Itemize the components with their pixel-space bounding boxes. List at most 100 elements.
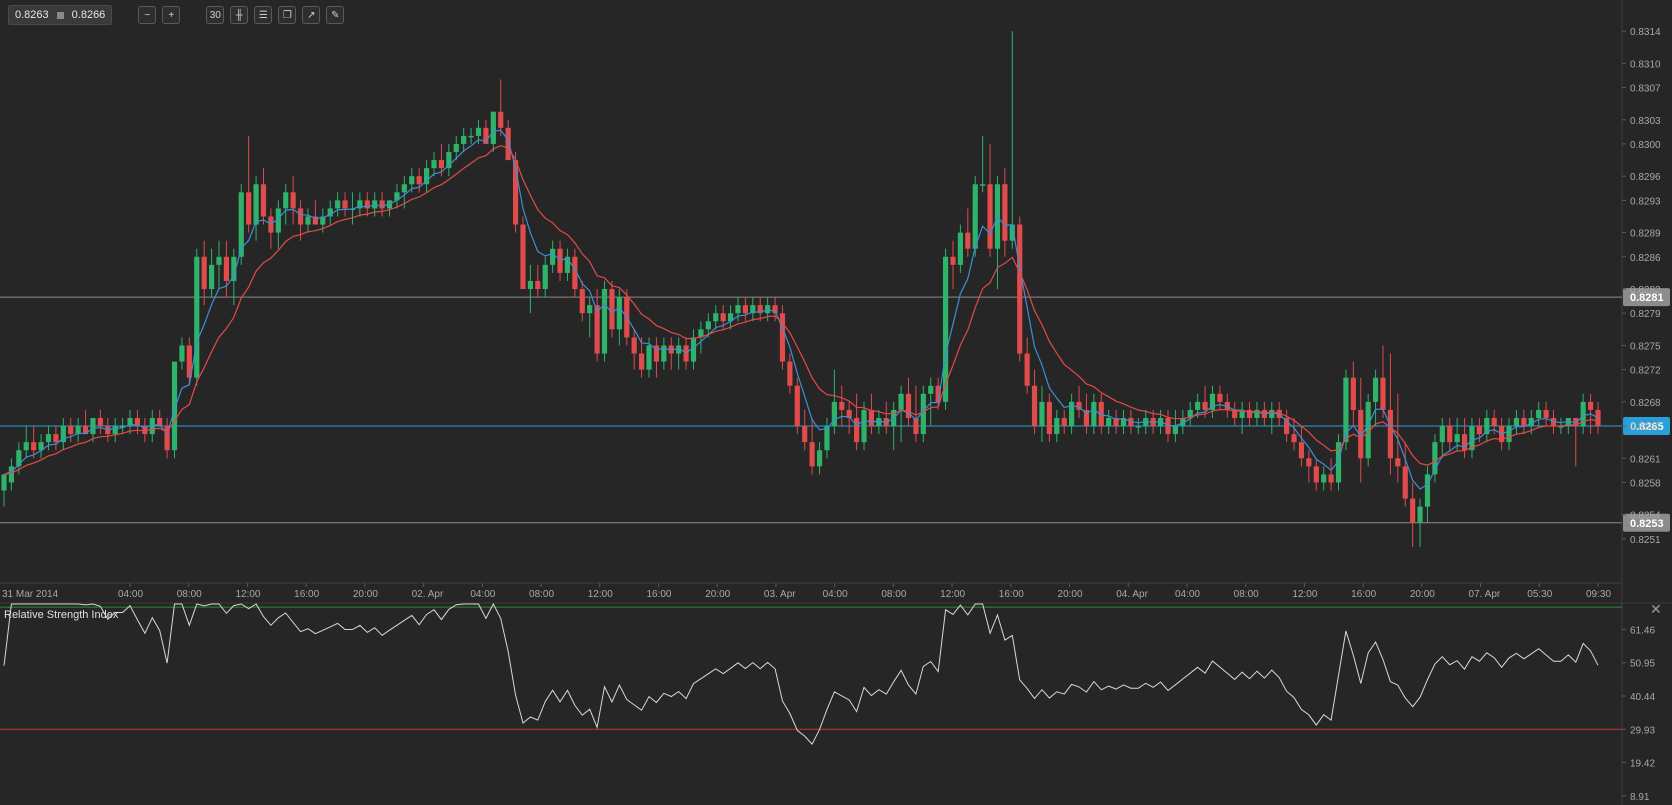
candle-body xyxy=(401,184,407,193)
chart-type-button[interactable]: ╫ xyxy=(230,6,249,24)
candle-body xyxy=(616,297,622,330)
price-tick-label: 0.8310 xyxy=(1630,59,1661,70)
candle-body xyxy=(1284,417,1290,435)
timeframe-button[interactable]: 30 xyxy=(206,6,225,24)
price-tick-label: 0.8289 xyxy=(1630,229,1661,240)
indicators-button[interactable]: ☰ xyxy=(254,6,273,24)
candle-body xyxy=(1395,458,1401,467)
candle-body xyxy=(1506,426,1512,443)
zoom-out-icon: − xyxy=(144,9,151,21)
candle-body xyxy=(1358,409,1364,459)
spread-marker xyxy=(56,11,64,19)
copy-button[interactable]: ❐ xyxy=(278,6,297,24)
candle-body xyxy=(1550,417,1557,427)
time-tick-label: 12:00 xyxy=(588,589,613,600)
candle-body xyxy=(727,313,734,322)
price-line-label: 0.8265 xyxy=(1630,421,1664,433)
candle-body xyxy=(1432,442,1438,475)
rsi-tick-label: 50.95 xyxy=(1630,659,1655,670)
candle-body xyxy=(1180,417,1186,427)
candle-body xyxy=(1135,426,1141,428)
candle-body xyxy=(868,409,875,427)
candle-body xyxy=(1002,184,1008,241)
candle-body xyxy=(1054,417,1060,435)
zoom-in-button[interactable]: + xyxy=(162,6,181,24)
time-tick-label: 20:00 xyxy=(353,589,378,600)
candle-body xyxy=(112,426,118,435)
close-rsi-button[interactable]: ✕ xyxy=(1650,602,1662,616)
export-button[interactable]: ↗ xyxy=(302,6,321,24)
candle-body xyxy=(438,160,445,169)
candle-body xyxy=(1380,377,1386,410)
candle-body xyxy=(1521,417,1527,427)
candle-body xyxy=(1232,409,1238,418)
candle-body xyxy=(16,450,22,467)
time-tick-label: 05:30 xyxy=(1527,589,1552,600)
candle-body xyxy=(179,345,185,362)
candle-body xyxy=(1543,409,1549,418)
candle-body xyxy=(905,393,912,418)
time-tick-label: 07. Apr xyxy=(1469,589,1501,600)
candle-body xyxy=(1128,417,1134,427)
candle-body xyxy=(1476,426,1482,435)
export-icon: ↗ xyxy=(307,9,316,21)
candle-body xyxy=(646,345,652,370)
candle-body xyxy=(223,256,230,281)
candle-body xyxy=(120,426,126,428)
candle-body xyxy=(453,143,459,153)
candle-body xyxy=(587,305,593,314)
zoom-out-button[interactable]: − xyxy=(138,6,157,24)
candle-body xyxy=(609,289,615,330)
candle-body xyxy=(194,256,200,378)
candle-body xyxy=(920,393,926,435)
time-tick-label: 20:00 xyxy=(1410,589,1435,600)
candle-body xyxy=(1461,434,1468,451)
candle-body xyxy=(320,216,326,225)
candle-body xyxy=(861,409,867,443)
candle-body xyxy=(957,232,963,265)
price-tick-label: 0.8279 xyxy=(1630,309,1661,320)
candle-body xyxy=(1046,401,1052,435)
rsi-tick-label: 40.44 xyxy=(1630,692,1655,703)
candle-body xyxy=(735,305,741,314)
candle-body xyxy=(757,305,763,314)
candle-body xyxy=(490,111,496,144)
candle-body xyxy=(1187,409,1193,418)
candle-body xyxy=(1061,417,1067,427)
candle-body xyxy=(1143,417,1149,427)
price-tick-label: 0.8258 xyxy=(1630,478,1661,489)
candle-body xyxy=(127,417,133,427)
price-tick-label: 0.8307 xyxy=(1630,84,1661,95)
candle-body xyxy=(186,345,192,378)
time-tick-label: 16:00 xyxy=(1351,589,1376,600)
candle-body xyxy=(765,305,771,314)
draw-button[interactable]: ✎ xyxy=(326,6,345,24)
candle-body xyxy=(1172,426,1178,435)
price-tick-label: 0.8254 xyxy=(1630,511,1661,522)
candle-body xyxy=(1120,417,1127,427)
price-tick-label: 0.8282 xyxy=(1630,285,1661,296)
candle-body xyxy=(1150,417,1156,427)
rsi-tick-label: 29.93 xyxy=(1630,725,1655,736)
candle-body xyxy=(661,345,667,362)
candle-body xyxy=(38,442,44,451)
candle-body xyxy=(1195,401,1201,410)
candle-body xyxy=(683,345,689,362)
price-axis: 0.8314 0.8310 0.8307 0.8303 0.8300 0.8296 0.82… xyxy=(1622,27,1661,546)
candle-body xyxy=(1350,377,1356,410)
price-line-badge xyxy=(1623,513,1670,532)
sliders-icon: ☰ xyxy=(258,9,268,21)
timeframe-icon: 30 xyxy=(209,9,221,21)
candle-body xyxy=(68,426,74,435)
time-axis: 31 Mar 2014 04:00 08:00 12:00 16:00 20:00 02. … xyxy=(2,583,1611,600)
candle-body xyxy=(1335,442,1342,483)
candle-body xyxy=(631,337,637,354)
time-tick-label: 16:00 xyxy=(294,589,319,600)
candle-body xyxy=(809,442,815,467)
candle-body xyxy=(965,232,971,249)
time-tick-label: 04:00 xyxy=(118,589,143,600)
candle-body xyxy=(1484,417,1490,435)
candlestick-icon: ╫ xyxy=(235,9,243,21)
candle-body xyxy=(1387,409,1394,459)
